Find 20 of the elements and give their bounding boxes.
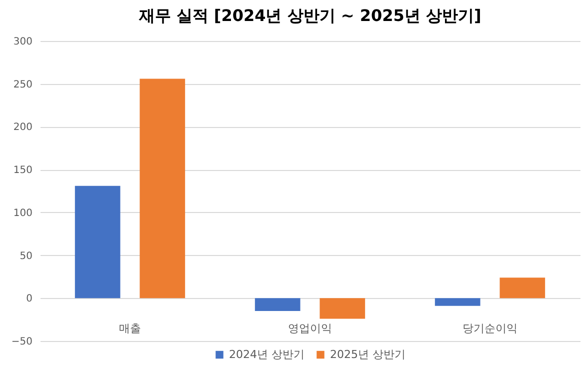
y-tick-label: 200 [13, 122, 32, 134]
x-tick-label: 영업이익 [288, 322, 332, 336]
y-tick-label: −50 [11, 336, 32, 348]
y-tick-label: 0 [26, 294, 32, 305]
legend-label: 2025년 상반기 [330, 348, 406, 361]
y-tick-label: 300 [13, 36, 32, 48]
bar [140, 78, 186, 298]
bar [500, 278, 546, 298]
y-tick-label: 100 [13, 208, 32, 219]
bar [74, 186, 120, 298]
x-tick-label: 매출 [119, 322, 141, 336]
y-tick-label: 250 [13, 79, 32, 90]
bar [434, 298, 480, 306]
chart-title: 재무 실적 [2024년 상반기 ~ 2025년 상반기] [138, 6, 482, 25]
x-tick-label: 당기순이익 [462, 322, 518, 336]
legend-label: 2024년 상반기 [229, 348, 304, 361]
y-tick-label: 50 [20, 250, 32, 262]
y-tick-label: 150 [13, 165, 32, 176]
bar [254, 298, 300, 311]
bar [320, 298, 366, 319]
